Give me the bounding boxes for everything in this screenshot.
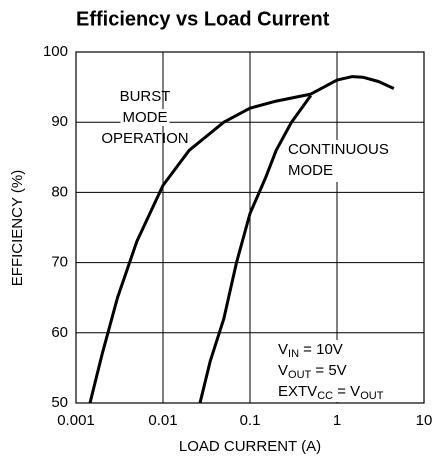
condition-text: VOUT = 5V [278, 362, 347, 381]
series-label: OPERATION [101, 130, 188, 147]
subscript: OUT [288, 369, 312, 381]
y-axis-label: EFFICIENCY (%) [9, 170, 26, 286]
x-tick-label: 0.001 [57, 412, 95, 429]
condition-part: V [278, 362, 288, 379]
plot-frame [75, 51, 425, 404]
label-bg [274, 340, 386, 402]
condition-part: = 10V [299, 341, 343, 358]
y-tick-label: 100 [43, 43, 68, 60]
subscript: IN [288, 348, 299, 360]
series-line [88, 75, 395, 404]
subscript: CC [317, 390, 333, 402]
x-tick-label: 10 [416, 412, 433, 429]
label-bg [284, 140, 366, 182]
series-label: MODE [123, 109, 168, 126]
y-tick-label: 60 [51, 324, 68, 341]
condition-part: = 5V [311, 362, 346, 379]
x-axis-label: LOAD CURRENT (A) [179, 438, 321, 455]
condition-part: V [278, 341, 288, 358]
condition-part: = V [333, 383, 360, 400]
y-tick-label: 70 [51, 254, 68, 271]
series-label: CONTINUOUS [288, 141, 389, 158]
series-line [198, 94, 313, 404]
y-tick-label: 50 [51, 394, 68, 411]
condition-part: EXTV [278, 383, 317, 400]
y-tick-label: 80 [51, 183, 68, 200]
series-label: BURST [120, 88, 171, 105]
x-tick-label: 1 [333, 412, 341, 429]
chart-title: Efficiency vs Load Current [76, 8, 330, 30]
condition-text: VIN = 10V [278, 341, 343, 360]
label-bg [120, 108, 170, 126]
condition-text: EXTVCC = VOUT [278, 383, 384, 402]
y-tick-label: 90 [51, 113, 68, 130]
series-label: MODE [288, 162, 333, 179]
subscript: OUT [360, 390, 384, 402]
x-tick-label: 0.01 [148, 412, 177, 429]
x-tick-label: 0.1 [240, 412, 261, 429]
